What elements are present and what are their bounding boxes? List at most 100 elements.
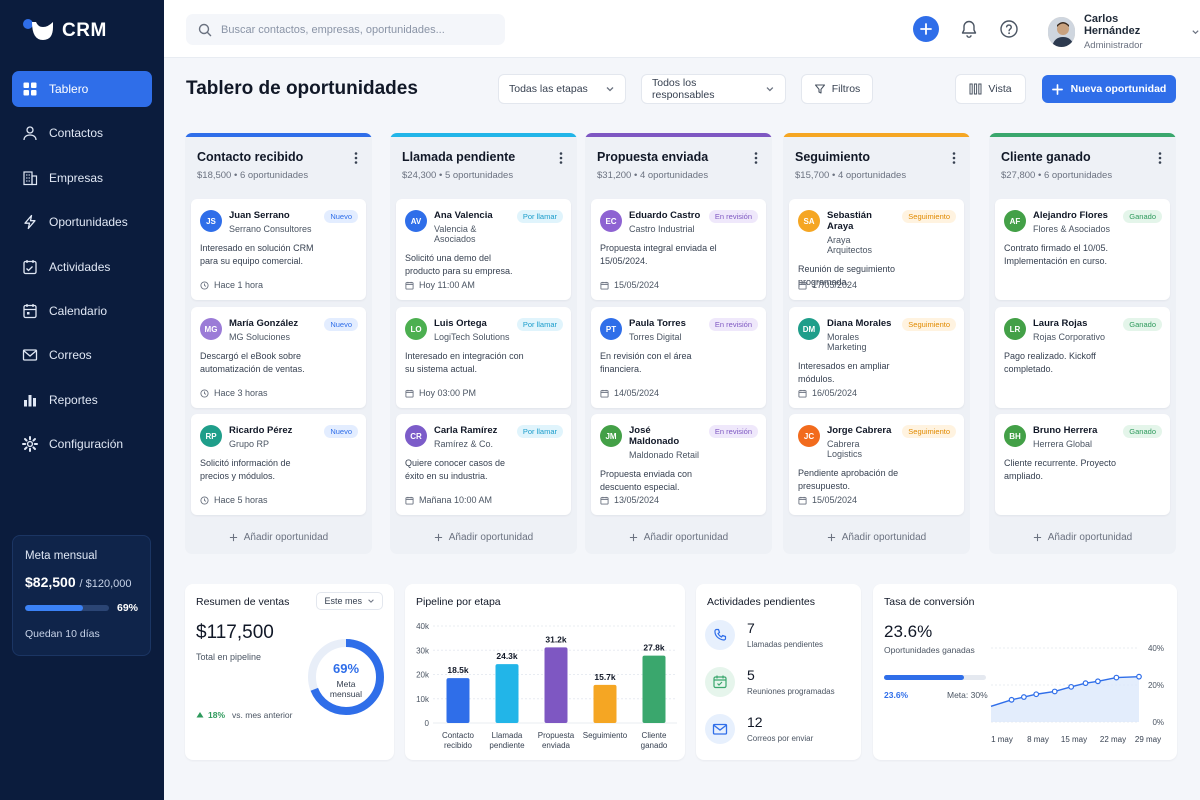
stage-filter-dropdown[interactable]: Todas las etapas — [498, 74, 626, 104]
conversion-point[interactable] — [1068, 683, 1075, 690]
calendar-icon — [600, 496, 609, 505]
contact-avatar: AF — [1004, 210, 1026, 232]
mail-icon — [712, 723, 728, 735]
pipeline-bar[interactable] — [446, 678, 470, 723]
opportunity-card[interactable]: SA Sebastián Araya Araya Arquitectos Seguim… — [789, 199, 964, 300]
opportunity-card[interactable]: EC Eduardo Castro Castro Industrial En revi… — [591, 199, 766, 300]
contact-company: Flores & Asociados — [1033, 224, 1111, 234]
sidebar-item-correos[interactable]: Correos — [12, 337, 152, 373]
search-box[interactable] — [186, 14, 505, 45]
x-tick-label: 8 may — [1027, 735, 1049, 744]
plus-icon — [629, 533, 637, 542]
new-opportunity-button[interactable]: Nueva oportunidad — [1042, 75, 1176, 103]
pipeline-bar[interactable] — [593, 684, 617, 723]
status-badge: Por llamar — [516, 318, 563, 331]
opportunity-card[interactable]: CR Carla Ramírez Ramírez & Co. Por llamar Qu… — [396, 414, 571, 515]
search-input[interactable] — [221, 23, 491, 36]
app-logo[interactable]: CRM — [22, 18, 107, 44]
pipeline-bar[interactable] — [544, 647, 568, 723]
plus-icon — [920, 23, 932, 35]
top-bar: Carlos Hernández Administrador — [164, 0, 1200, 58]
period-dropdown[interactable]: Este mes — [316, 592, 383, 610]
more-options-icon[interactable] — [555, 151, 567, 165]
conversion-point[interactable] — [1033, 691, 1040, 698]
contact-avatar: AV — [405, 210, 427, 232]
contact-name: Ricardo Pérez — [229, 425, 293, 436]
bell-icon[interactable] — [959, 19, 979, 39]
status-badge: En revisión — [708, 210, 758, 223]
add-opportunity-label: Añadir oportunidad — [643, 532, 729, 543]
sidebar-item-tablero[interactable]: Tablero — [12, 71, 152, 107]
sidebar-item-actividades[interactable]: Actividades — [12, 249, 152, 285]
activities-panel: Actividades pendientes 7 Llamadas pendien… — [696, 584, 861, 760]
app-name: CRM — [62, 20, 107, 41]
opportunity-card[interactable]: PT Paula Torres Torres Digital En revisión E… — [591, 307, 766, 408]
contact-avatar: MG — [200, 318, 222, 340]
opportunity-card[interactable]: JC Jorge Cabrera Cabrera Logistics Seguimie… — [789, 414, 964, 515]
checklist-icon — [23, 259, 37, 274]
sidebar-item-calendario[interactable]: Calendario — [12, 293, 152, 329]
activity-item[interactable]: 7 Llamadas pendientes — [705, 620, 823, 650]
pipeline-bar[interactable] — [642, 655, 666, 723]
opportunity-card[interactable]: JS Juan Serrano Serrano Consultores Nuevo In… — [191, 199, 366, 300]
add-opportunity-button[interactable]: Añadir oportunidad — [185, 532, 372, 543]
opportunity-description: Propuesta enviada con descuento especial… — [600, 469, 693, 492]
pipeline-total-label: Total en pipeline — [196, 652, 262, 662]
filters-button[interactable]: Filtros — [801, 74, 873, 104]
filter-icon — [814, 84, 825, 94]
conversion-point[interactable] — [1082, 680, 1089, 687]
contact-name: Paula Torres — [629, 318, 686, 329]
sidebar-item-configuracion[interactable]: Configuración — [12, 426, 152, 462]
sales-summary-title: Resumen de ventas — [196, 596, 290, 608]
opportunity-description: Interesados en ampliar módulos. — [798, 361, 890, 384]
new-opportunity-label: Nueva oportunidad — [1070, 83, 1167, 95]
opportunity-card[interactable]: JM José Maldonado Maldonado Retail En revis… — [591, 414, 766, 515]
help-icon[interactable] — [999, 19, 1019, 39]
opportunity-card[interactable]: AF Alejandro Flores Flores & Asociados Gana… — [995, 199, 1170, 300]
opportunity-card[interactable]: LR Laura Rojas Rojas Corporativo Ganado Pago… — [995, 307, 1170, 408]
gear-icon — [22, 436, 38, 453]
sidebar-item-empresas[interactable]: Empresas — [12, 160, 152, 196]
add-opportunity-button[interactable]: Añadir oportunidad — [390, 532, 577, 543]
conversion-point[interactable] — [1113, 674, 1120, 681]
opportunity-card[interactable]: DM Diana Morales Morales Marketing Seguimie… — [789, 307, 964, 408]
more-options-icon[interactable] — [1154, 151, 1166, 165]
column-summary: $27,800 • 6 oportunidades — [1001, 170, 1113, 181]
view-button[interactable]: Vista — [955, 74, 1026, 104]
conversion-point[interactable] — [1136, 673, 1142, 680]
conversion-point[interactable] — [1008, 696, 1015, 703]
add-opportunity-label: Añadir oportunidad — [243, 532, 329, 543]
opportunity-card[interactable]: MG María González MG Soluciones Nuevo Descar… — [191, 307, 366, 408]
add-opportunity-button[interactable]: Añadir oportunidad — [783, 532, 970, 543]
contact-company: Valencia & Asociados — [434, 224, 477, 244]
sidebar-item-label: Actividades — [49, 259, 111, 274]
sidebar-item-contactos[interactable]: Contactos — [12, 115, 152, 151]
quick-add-button[interactable] — [913, 16, 939, 42]
add-opportunity-button[interactable]: Añadir oportunidad — [989, 532, 1176, 543]
opportunity-card[interactable]: AV Ana Valencia Valencia & Asociados Por ll… — [396, 199, 571, 300]
opportunity-card[interactable]: BH Bruno Herrera Herrera Global Ganado Clien… — [995, 414, 1170, 515]
conversion-point[interactable] — [1020, 694, 1027, 700]
sidebar-item-oportunidades[interactable]: Oportunidades — [12, 204, 152, 240]
pipeline-bar[interactable] — [495, 664, 519, 723]
opportunity-card[interactable]: LO Luis Ortega LogiTech Solutions Por llama… — [396, 307, 571, 408]
more-options-icon[interactable] — [948, 151, 960, 165]
status-badge: Nuevo — [324, 210, 358, 223]
user-profile[interactable]: Carlos Hernández Administrador — [1048, 13, 1200, 51]
goal-progress-fill — [25, 605, 83, 611]
building-icon — [23, 171, 38, 185]
owner-filter-dropdown[interactable]: Todos los responsables — [641, 74, 786, 104]
bar-value-label: 24.3k — [496, 651, 518, 661]
opportunity-card[interactable]: RP Ricardo Pérez Grupo RP Nuevo Solicitó inf… — [191, 414, 366, 515]
activity-item[interactable]: 12 Correos por enviar — [705, 714, 813, 744]
more-options-icon[interactable] — [750, 151, 762, 165]
sidebar-item-reportes[interactable]: Reportes — [12, 382, 152, 418]
conversion-point[interactable] — [1051, 688, 1058, 695]
conversion-point[interactable] — [1094, 678, 1101, 685]
activity-item[interactable]: 5 Reuniones programadas — [705, 667, 835, 697]
status-badge: Seguimiento — [902, 210, 956, 223]
add-opportunity-button[interactable]: Añadir oportunidad — [585, 532, 772, 543]
more-options-icon[interactable] — [350, 151, 362, 165]
opportunity-description: Quiere conocer casos de éxito en su indu… — [405, 458, 506, 481]
contact-name: María González — [229, 318, 299, 329]
